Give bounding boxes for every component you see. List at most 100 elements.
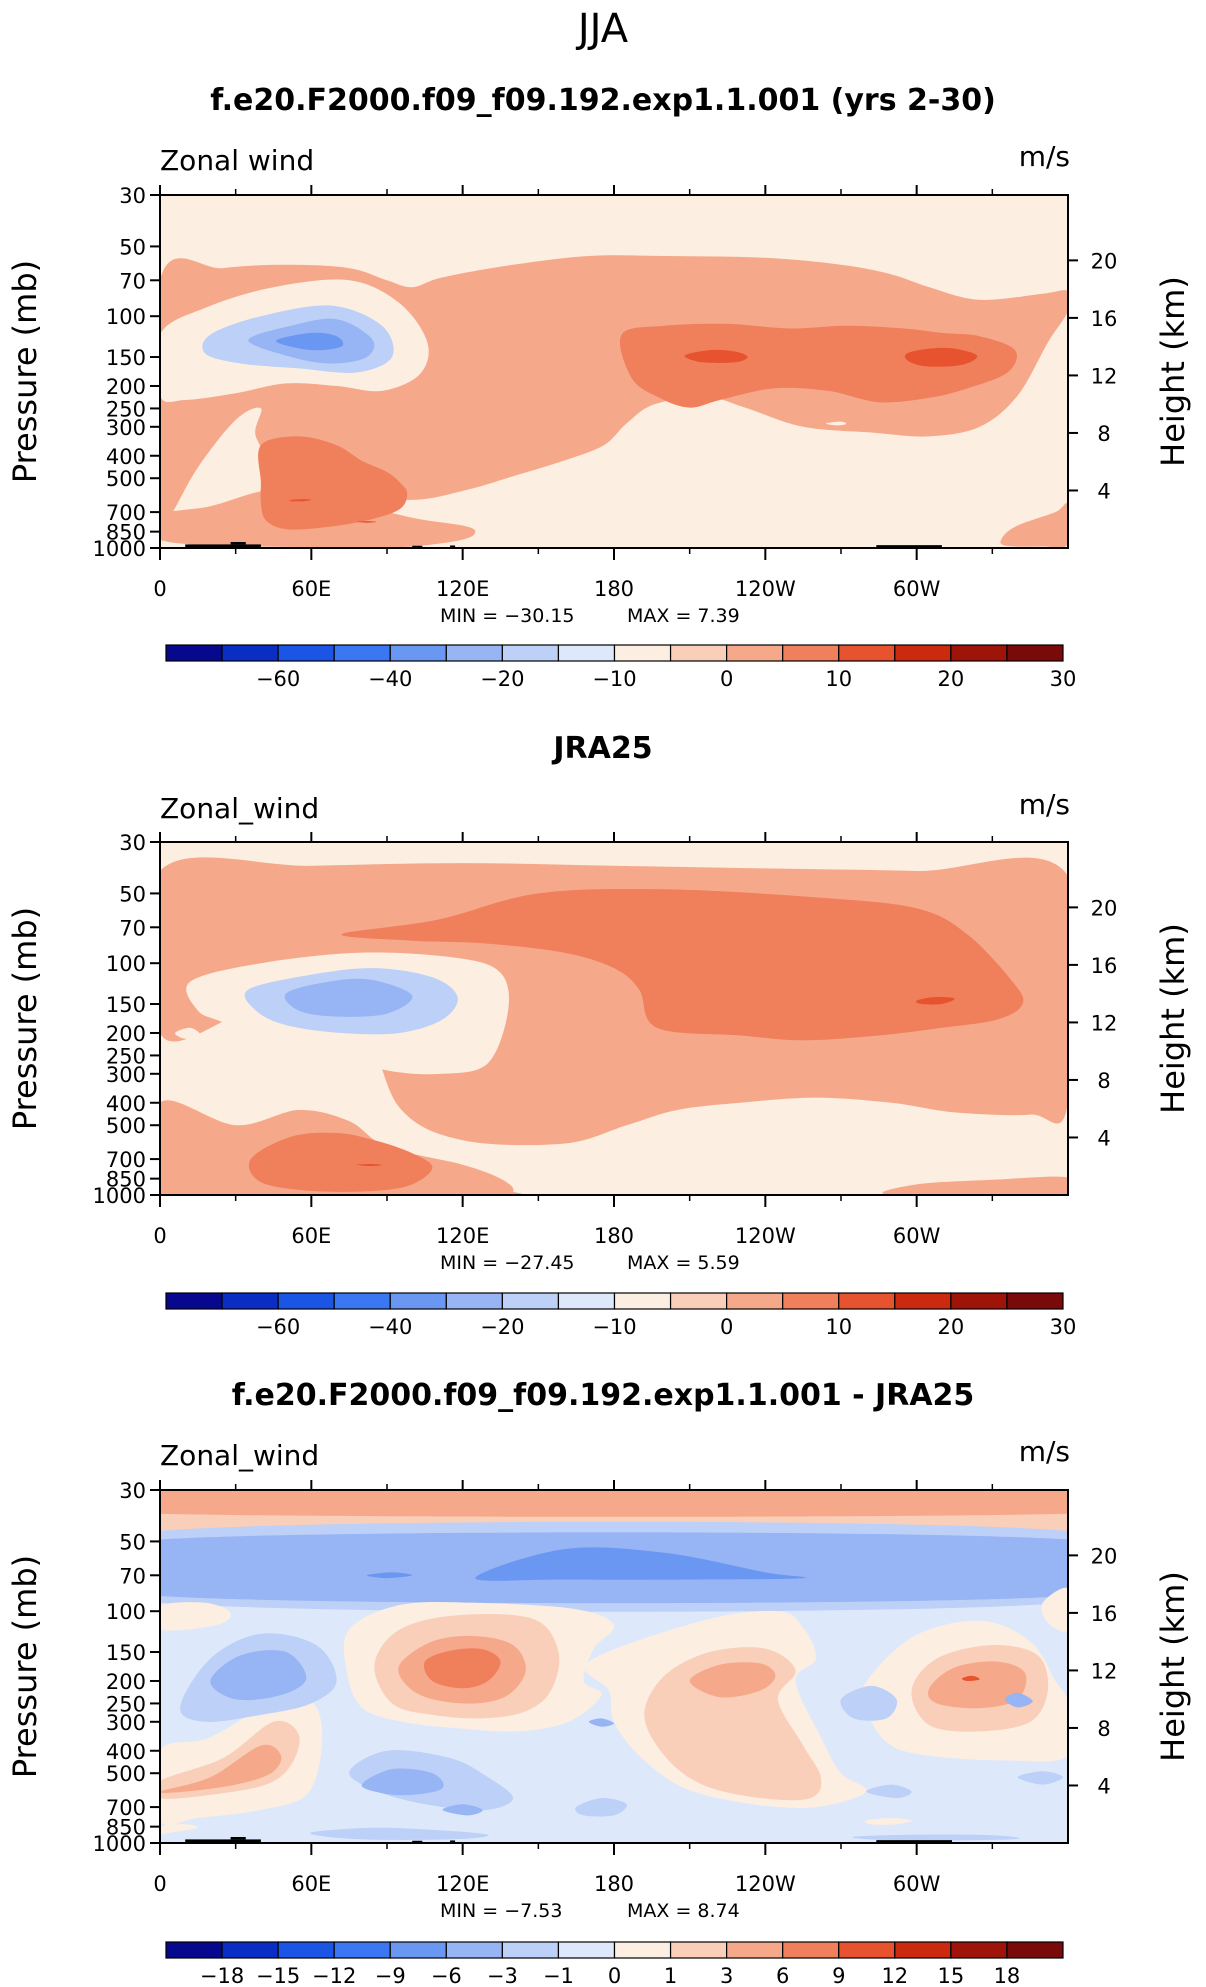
colorbar-swatch bbox=[950, 644, 1008, 662]
colorbar-swatch bbox=[221, 644, 279, 662]
contour-region bbox=[882, 1176, 1068, 1195]
topography bbox=[876, 545, 942, 548]
colorbar-label: 0 bbox=[720, 1315, 733, 1339]
lon-tick-label: 0 bbox=[153, 1872, 166, 1896]
lon-tick-label: 120W bbox=[735, 1872, 796, 1896]
plot-area bbox=[160, 195, 1068, 548]
colorbar-swatch bbox=[221, 1941, 279, 1959]
pressure-tick-label: 500 bbox=[106, 1762, 146, 1786]
colorbar-swatch bbox=[389, 1292, 447, 1310]
colorbar-swatch bbox=[389, 644, 447, 662]
pressure-tick-label: 700 bbox=[106, 501, 146, 525]
lon-tick-label: 180 bbox=[594, 577, 634, 601]
contour-region bbox=[284, 978, 413, 1017]
colorbar-swatch bbox=[950, 1941, 1008, 1959]
contour-region bbox=[1000, 503, 1068, 548]
y2-axis-label: Height (km) bbox=[1154, 923, 1192, 1114]
units-label: m/s bbox=[1019, 1435, 1070, 1468]
plot-area bbox=[160, 1490, 1068, 1843]
colorbar-label: 10 bbox=[825, 667, 852, 691]
contour-region bbox=[289, 499, 312, 502]
pressure-tick-label: 200 bbox=[106, 375, 146, 399]
colorbar-label: −10 bbox=[592, 1315, 636, 1339]
colorbar-label: −40 bbox=[368, 667, 412, 691]
contour-region bbox=[160, 1602, 231, 1631]
height-tick-label: 12 bbox=[1091, 1011, 1118, 1035]
colorbar-swatch bbox=[669, 1941, 728, 1959]
panel-0: f.e20.F2000.f09_f09.192.exp1.1.001 (yrs … bbox=[6, 83, 1192, 691]
colorbar-label: −10 bbox=[592, 667, 636, 691]
colorbar-label: −40 bbox=[368, 1315, 412, 1339]
pressure-tick-label: 300 bbox=[106, 1063, 146, 1087]
panel-2: f.e20.F2000.f09_f09.192.exp1.1.001 - JRA… bbox=[6, 1378, 1192, 1987]
colorbar-swatch bbox=[669, 1292, 728, 1310]
contour-region bbox=[341, 888, 1024, 1041]
pressure-tick-label: 70 bbox=[119, 269, 146, 293]
topography bbox=[876, 1840, 952, 1843]
colorbar-swatch bbox=[726, 1292, 784, 1310]
contour-region bbox=[475, 1547, 807, 1581]
contour-region bbox=[906, 1149, 933, 1152]
height-tick-label: 4 bbox=[1097, 1774, 1110, 1798]
contour-region bbox=[276, 332, 344, 351]
plot-area bbox=[160, 842, 1068, 1195]
height-tick-label: 20 bbox=[1091, 896, 1118, 920]
pressure-tick-label: 250 bbox=[106, 397, 146, 421]
max-label: MAX = 7.39 bbox=[627, 605, 740, 627]
y-axis-label: Pressure (mb) bbox=[6, 1555, 44, 1778]
colorbar-label: −20 bbox=[480, 1315, 524, 1339]
pressure-tick-label: 300 bbox=[106, 416, 146, 440]
colorbar-swatch bbox=[1006, 1292, 1064, 1310]
contour-region bbox=[1041, 1587, 1068, 1632]
contour-region bbox=[258, 436, 408, 530]
contour-region bbox=[684, 349, 748, 363]
contour-region bbox=[423, 1648, 501, 1689]
colorbar-label: −3 bbox=[487, 1964, 518, 1987]
pressure-tick-label: 850 bbox=[106, 521, 146, 545]
y-axis-label: Pressure (mb) bbox=[6, 260, 44, 483]
contour-region bbox=[356, 521, 377, 523]
contour-region bbox=[840, 1685, 898, 1721]
colorbar-swatch bbox=[501, 1292, 560, 1310]
pressure-tick-label: 150 bbox=[106, 346, 146, 370]
lon-tick-label: 0 bbox=[153, 577, 166, 601]
colorbar-swatch bbox=[838, 1941, 896, 1959]
colorbar-label: −9 bbox=[375, 1964, 406, 1987]
colorbar-swatch bbox=[894, 644, 952, 662]
colorbar-swatch bbox=[221, 1292, 279, 1310]
lon-tick-label: 60W bbox=[893, 1872, 941, 1896]
colorbar-swatch bbox=[894, 1941, 952, 1959]
pressure-tick-label: 700 bbox=[106, 1148, 146, 1172]
colorbar-label: 1 bbox=[664, 1964, 677, 1987]
contour-region bbox=[904, 347, 978, 367]
contour-region bbox=[864, 1818, 912, 1825]
height-tick-label: 16 bbox=[1091, 307, 1118, 331]
panel-title: f.e20.F2000.f09_f09.192.exp1.1.001 (yrs … bbox=[210, 83, 996, 118]
pressure-tick-label: 850 bbox=[106, 1168, 146, 1192]
contour-region bbox=[928, 1661, 1027, 1709]
topography bbox=[185, 544, 261, 548]
pressure-tick-label: 300 bbox=[106, 1711, 146, 1735]
contour-region bbox=[160, 1824, 199, 1834]
colorbar-swatch bbox=[950, 1292, 1008, 1310]
height-tick-label: 16 bbox=[1091, 1602, 1118, 1626]
colorbar-swatch bbox=[501, 644, 560, 662]
topography bbox=[412, 1840, 423, 1843]
topography bbox=[230, 541, 246, 545]
pressure-tick-label: 30 bbox=[119, 184, 146, 208]
pressure-tick-label: 150 bbox=[106, 1641, 146, 1665]
topography bbox=[412, 545, 423, 548]
colorbar-swatch bbox=[445, 644, 503, 662]
panel-title: f.e20.F2000.f09_f09.192.exp1.1.001 - JRA… bbox=[232, 1378, 975, 1413]
contour-region bbox=[1004, 1692, 1033, 1708]
min-label: MIN = −30.15 bbox=[440, 605, 575, 627]
colorbar-swatch bbox=[445, 1292, 503, 1310]
colorbar-swatch bbox=[389, 1941, 447, 1959]
lon-tick-label: 180 bbox=[594, 1224, 634, 1248]
colorbar-label: 20 bbox=[938, 1315, 965, 1339]
pressure-tick-label: 400 bbox=[106, 1740, 146, 1764]
pressure-tick-label: 250 bbox=[106, 1692, 146, 1716]
contour-region bbox=[619, 323, 1017, 408]
